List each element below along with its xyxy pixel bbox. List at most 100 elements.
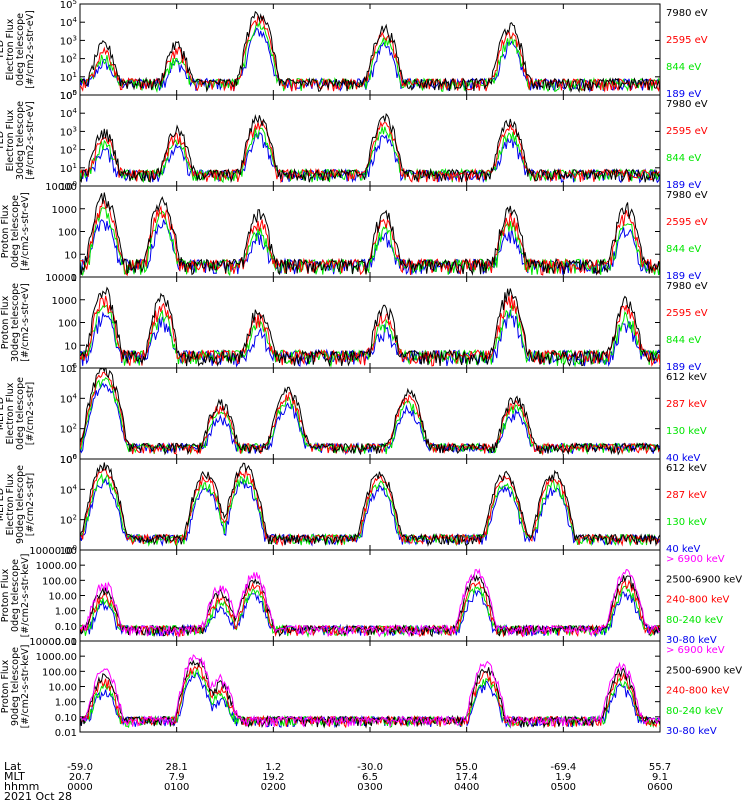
x-tick-label-mlt-6: 9.1 [652, 772, 668, 783]
series-group [80, 113, 660, 184]
y-tick-label-4: 104 [60, 107, 78, 120]
legend-entry-0: > 6900 keV [666, 554, 725, 565]
legend-entry-2: 844 eV [666, 244, 701, 255]
y-tick-label-0: 100 [60, 544, 77, 557]
x-tick-label-mlt-5: 1.9 [555, 772, 571, 783]
x-tick-label-lat-2: 1.2 [265, 762, 281, 773]
y-tick-label-4: 10000 [45, 273, 77, 284]
legend-entry-1: 2595 eV [666, 308, 708, 319]
panel-4: 1 10 100 1000 10000 Proton Flux30deg telescop… [0, 273, 708, 375]
y-tick-label-1: 10 [64, 250, 77, 261]
x-tick-label-lat-1: 28.1 [166, 762, 188, 773]
series-red [80, 14, 660, 93]
y-tick-label-3: 1000 [52, 205, 77, 216]
legend-entry-1: 2500-6900 keV [666, 574, 742, 585]
series-group [80, 10, 660, 94]
y-tick-label-2: 102 [60, 53, 77, 66]
legend-entry-0: 7980 eV [666, 281, 708, 292]
panel-3: 1 10 100 1000 10000 Proton Flux0deg telescope… [0, 182, 708, 284]
legend-entry-3: 80-240 keV [666, 615, 723, 626]
y-axis-label: Proton Flux0deg telescope[#/cm2-s-str-eV… [0, 192, 31, 271]
y-tick-label-2: 100 [58, 228, 77, 239]
y-tick-label-0: 100 [60, 89, 77, 102]
panel-6: 100 102 104 106 MEPEDElectron Flux90deg tele… [0, 453, 707, 557]
y-tick-label-0: 100 [60, 180, 77, 193]
y-tick-label-3: 10.00 [48, 683, 77, 694]
y-axis-label: Proton Flux0deg telescope[#/cm2-s-str-ke… [0, 554, 31, 638]
legend-entry-4: 30-80 keV [666, 726, 717, 737]
series-magenta [80, 654, 660, 728]
x-row-label-mlt: MLT [4, 770, 25, 783]
x-tick-label-mlt-3: 6.5 [362, 772, 378, 783]
series-blue [80, 132, 660, 184]
y-tick-label-2: 1.00 [55, 607, 77, 618]
x-tick-label-lat-6: 55.7 [649, 762, 671, 773]
y-tick-label-0: 0.01 [55, 637, 77, 648]
series-group [80, 462, 660, 547]
x-row-label-lat: Lat [4, 760, 22, 773]
series-black [80, 113, 660, 184]
legend-entry-1: 2595 eV [666, 126, 708, 137]
y-tick-label-2: 104 [60, 483, 78, 496]
legend-entry-0: 7980 eV [666, 99, 708, 110]
legend-entry-3: 40 keV [666, 544, 700, 555]
y-tick-label-1: 10 [64, 341, 77, 352]
x-row-label-hhmm: hhmm [4, 780, 39, 793]
legend-entry-0: 612 keV [666, 372, 707, 383]
series-group [80, 192, 660, 277]
x-tick-label-lat-5: -69.4 [550, 762, 576, 773]
y-tick-label-3: 106 [60, 362, 78, 375]
series-black [80, 10, 660, 94]
y-axis-label: Proton Flux90deg telescope[#/cm2-s-str-k… [0, 645, 31, 729]
y-tick-label-5: 105 [60, 0, 77, 11]
date-label: 2021 Oct 28 [4, 790, 72, 800]
x-tick-label-lat-4: 55.0 [456, 762, 478, 773]
y-tick-label-5: 105 [60, 89, 77, 102]
series-magenta [80, 568, 660, 638]
y-tick-label-4: 10000 [45, 182, 77, 193]
y-tick-label-0: 0.01 [55, 728, 77, 739]
series-red [80, 198, 660, 277]
legend-entry-3: 189 eV [666, 89, 701, 100]
x-tick-label-hhmm-5: 0500 [551, 782, 576, 793]
legend-entry-2: 130 keV [666, 517, 707, 528]
legend-entry-2: 240-800 keV [666, 595, 730, 606]
legend-entry-2: 844 eV [666, 335, 701, 346]
series-green [80, 472, 660, 547]
y-tick-label-6: 10000.00 [29, 637, 77, 648]
legend-entry-3: 80-240 keV [666, 706, 723, 717]
series-red [80, 371, 660, 456]
legend-entry-1: 2595 eV [666, 35, 708, 46]
y-axis-label: MEPEDElectron Flux90deg telescope[#/cm2-… [0, 465, 36, 544]
y-tick-label-1: 0.10 [55, 713, 77, 724]
x-tick-label-hhmm-1: 0100 [164, 782, 189, 793]
y-tick-label-0: 1 [71, 273, 77, 284]
x-tick-label-mlt-1: 7.9 [169, 772, 185, 783]
panel-8: 0.01 0.10 1.00 10.00 100.00 1000.00 10000.00Pr… [0, 637, 742, 739]
x-tick-label-hhmm-3: 0300 [357, 782, 382, 793]
x-tick-label-hhmm-6: 0600 [647, 782, 672, 793]
legend-entry-1: 2500-6900 keV [666, 665, 742, 676]
y-tick-label-1: 101 [60, 71, 77, 84]
x-tick-label-hhmm-4: 0400 [454, 782, 479, 793]
y-tick-label-5: 1000.00 [36, 561, 77, 572]
x-tick-label-hhmm-2: 0200 [261, 782, 286, 793]
legend-entry-0: > 6900 keV [666, 645, 725, 656]
legend-entry-0: 612 keV [666, 463, 707, 474]
y-tick-label-1: 0.10 [55, 622, 77, 633]
series-black [80, 462, 660, 547]
y-tick-label-1: 102 [60, 423, 77, 436]
series-green [80, 126, 660, 184]
y-tick-label-4: 100.00 [42, 667, 77, 678]
series-blue [80, 27, 660, 93]
x-tick-label-lat-0: -59.0 [67, 762, 93, 773]
panel-frame [79, 185, 661, 278]
y-tick-label-3: 103 [60, 34, 77, 47]
y-tick-label-2: 104 [60, 392, 78, 405]
legend-entry-2: 844 eV [666, 153, 701, 164]
panel-5: 100 102 104 106 MEPEDElectron Flux0deg teles… [0, 362, 707, 466]
legend-entry-3: 40 keV [666, 453, 700, 464]
y-tick-label-6: 10000.00 [29, 546, 77, 557]
y-tick-label-1: 101 [60, 162, 77, 175]
